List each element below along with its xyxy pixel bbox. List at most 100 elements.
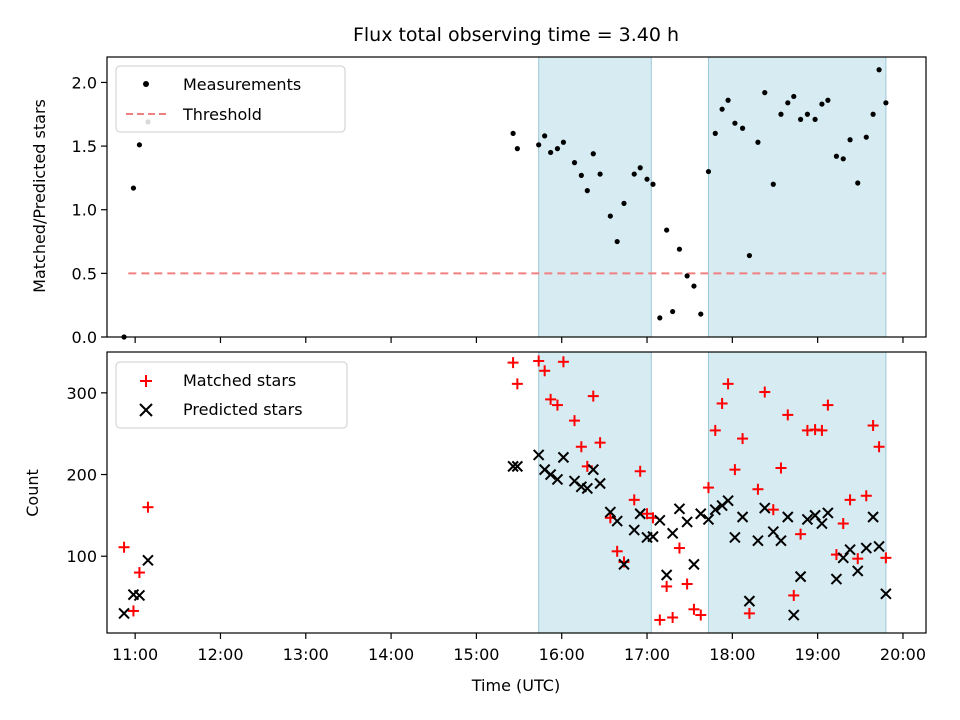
predicted-star-point <box>782 511 794 523</box>
measurement-point <box>631 171 637 177</box>
x-tick-label: 12:00 <box>197 645 243 664</box>
ratio-y-axis-label: Matched/Predicted stars <box>30 99 49 293</box>
matched-star-point <box>569 415 581 427</box>
matched-stars-legend-marker <box>140 375 152 387</box>
predicted-star-point <box>688 558 700 571</box>
matched-star-point <box>118 541 130 553</box>
ratio-legend-box <box>115 65 346 133</box>
measurement-point <box>870 111 876 117</box>
predicted-star-point <box>666 527 679 540</box>
matched-star-point <box>611 545 623 557</box>
ratio-y-tick-label: 0.0 <box>72 328 97 347</box>
x-tick-label: 13:00 <box>283 645 329 664</box>
shaded-interval-1 <box>538 56 652 338</box>
predicted-star-point <box>788 609 800 621</box>
predicted-star-point <box>511 460 524 473</box>
predicted-star-point <box>759 502 771 514</box>
predicted-star-point <box>611 515 623 527</box>
predicted-star-point <box>581 482 594 495</box>
matched-star-point <box>702 482 714 494</box>
matched-star-point <box>511 378 523 390</box>
predicted-star-point <box>544 468 557 481</box>
measurement-point <box>719 106 725 112</box>
measurement-point <box>684 273 690 279</box>
measurement-point <box>698 311 704 317</box>
measurement-point <box>883 100 889 106</box>
count-y-tick-label: 100 <box>66 547 97 566</box>
predicted-star-point <box>702 513 715 526</box>
ratio-y-tick-label: 1.0 <box>72 201 97 220</box>
predicted-stars-legend-label: Predicted stars <box>183 400 303 419</box>
x-tick-label: 11:00 <box>112 645 158 664</box>
predicted-star-point <box>729 531 741 544</box>
predicted-star-point <box>867 511 879 523</box>
matched-star-point <box>667 611 679 623</box>
count-y-ticks: 100 200 300 <box>66 384 107 566</box>
predicted-star-point <box>628 524 640 536</box>
observing-interval-shading-bottom <box>538 351 887 634</box>
predicted-star-point <box>709 503 721 516</box>
predicted-star-point <box>794 570 807 583</box>
measurement-point <box>130 185 137 191</box>
matched-star-point <box>127 605 139 617</box>
measurement-point <box>833 153 840 159</box>
threshold-legend-label: Threshold <box>182 105 262 124</box>
measurement-point <box>755 139 761 145</box>
x-axis-label: Time (UTC) <box>471 676 560 695</box>
predicted-star-point <box>736 511 749 523</box>
matched-star-point <box>634 465 646 477</box>
matched-star-point <box>767 504 779 516</box>
matched-star-point <box>759 386 771 398</box>
measurement-point <box>597 171 603 177</box>
predicted-star-point <box>133 589 146 602</box>
matched-star-point <box>681 578 693 590</box>
measurement-point <box>725 97 731 103</box>
matched-star-point <box>142 501 154 513</box>
measurements-legend-label: Measurements <box>183 75 301 94</box>
measurement-point <box>657 315 663 321</box>
predicted-star-point <box>634 508 646 520</box>
predicted-star-point <box>816 517 828 530</box>
matched-star-point <box>729 464 741 476</box>
measurement-point <box>876 67 882 73</box>
predicted-star-point <box>775 534 787 547</box>
predicted-star-point <box>587 463 599 476</box>
measurement-point <box>847 137 853 143</box>
observing-interval-shading <box>538 56 887 338</box>
ratio-y-ticks: 0.0 0.5 1.0 1.5 2.0 <box>72 73 107 347</box>
measurement-point <box>607 213 613 219</box>
count-panel: 100 200 300 11:00 12:00 13:00 14:00 15:00 16:00… <box>23 351 927 695</box>
matched-star-point <box>709 424 721 436</box>
matched-star-point <box>533 355 545 367</box>
matched-star-point <box>557 356 569 368</box>
matched-star-point <box>743 607 755 619</box>
measurement-point <box>664 227 670 233</box>
predicted-stars-points <box>118 449 892 621</box>
count-panel-frame <box>106 351 927 634</box>
matched-star-point <box>673 542 685 554</box>
measurement-point <box>584 188 590 194</box>
predicted-star-point <box>604 506 617 518</box>
predicted-star-point <box>873 540 885 553</box>
predicted-star-point <box>822 507 834 519</box>
matched-star-point <box>795 528 807 540</box>
ratio-y-tick-label: 0.5 <box>72 264 97 283</box>
ratio-x-ticks <box>134 337 904 343</box>
predicted-star-point <box>830 573 843 585</box>
measurement-point <box>676 246 683 252</box>
matched-star-point <box>844 494 856 506</box>
predicted-star-point <box>660 569 673 581</box>
measurement-point <box>791 93 797 100</box>
shaded-interval-1 <box>538 351 652 634</box>
shaded-interval-2 <box>707 351 887 634</box>
ratio-y-tick-label: 1.5 <box>72 137 97 156</box>
ratio-panel-frame <box>106 56 927 338</box>
predicted-stars-legend-marker <box>139 403 153 417</box>
ratio-panel: 0.0 0.5 1.0 1.5 2.0 Flux total observing tim… <box>30 24 927 347</box>
matched-star-point <box>695 609 707 621</box>
matched-star-point <box>782 409 794 421</box>
measurement-point <box>571 160 578 166</box>
matched-stars-legend-label: Matched stars <box>183 371 296 390</box>
predicted-star-point <box>860 542 872 554</box>
matched-star-point <box>860 490 872 502</box>
